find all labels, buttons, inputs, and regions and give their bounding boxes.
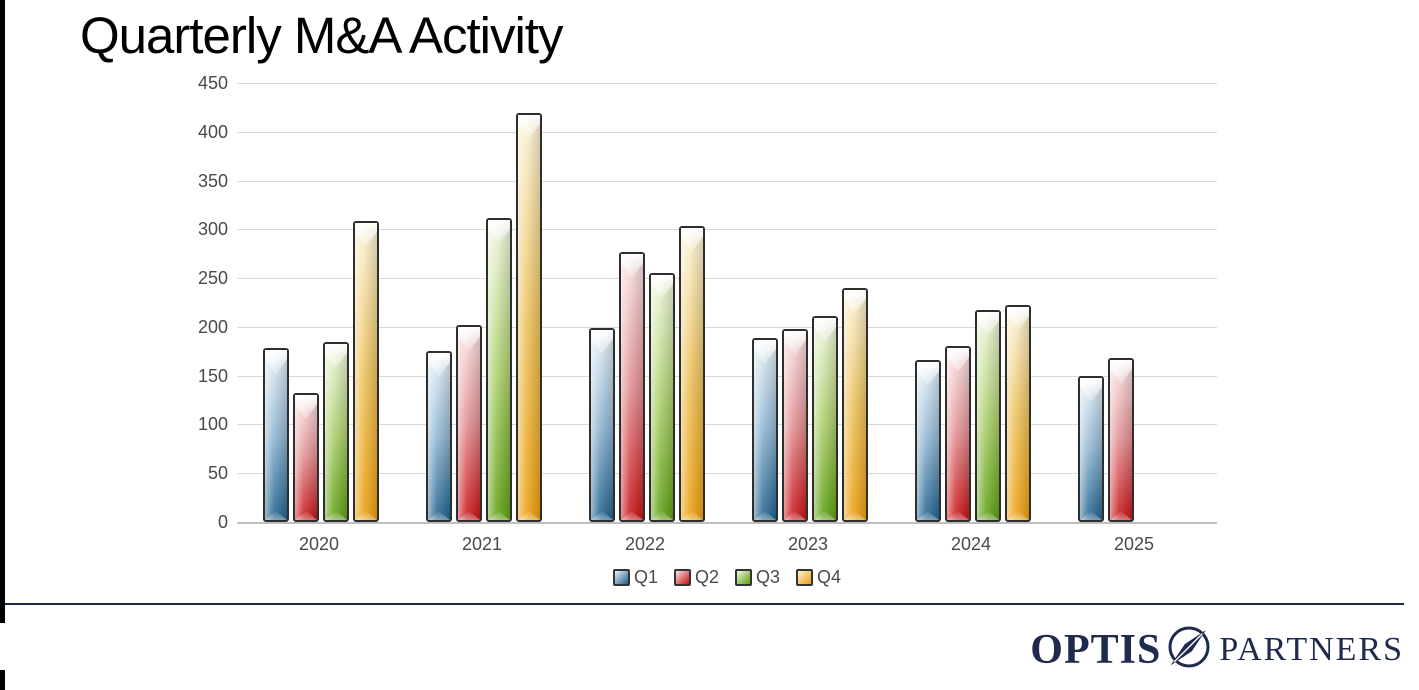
y-axis-tick-label: 350: [197, 170, 228, 191]
y-axis-tick-label: 200: [197, 316, 228, 337]
bar-q2-2024: [945, 346, 971, 522]
x-axis-tick-label: 2024: [950, 534, 992, 554]
gridline: [237, 83, 1217, 84]
bar-q4-2023: [842, 288, 868, 522]
y-axis-tick-label: 0: [217, 512, 228, 532]
legend: Q1 Q2 Q3 Q4: [237, 565, 1217, 589]
y-axis-tick-label: 150: [197, 365, 228, 386]
gridline: [237, 131, 1217, 133]
bar-q1-2023: [752, 338, 778, 522]
bar-q4-2020: [353, 221, 379, 522]
bar-q2-2020: [293, 393, 319, 522]
gridline: [237, 375, 1217, 377]
bar-q4-2022: [679, 226, 705, 522]
x-axis-tick-label: 2020: [298, 534, 340, 554]
bar-q2-2023: [782, 329, 808, 522]
left-frame-edge-top: [0, 0, 5, 623]
gridline: [237, 229, 1217, 231]
gridline: [237, 180, 1217, 182]
plot-area: [237, 83, 1217, 524]
bar-q4-2021: [516, 113, 542, 522]
divider-line: [5, 603, 1404, 605]
bar-q4-2024: [1005, 305, 1031, 522]
gridline: [237, 424, 1217, 426]
legend-swatch-q2: [673, 568, 691, 586]
legend-swatch-q1: [612, 568, 630, 586]
chart-title: Quarterly M&A Activity: [80, 7, 563, 64]
x-axis-labels: 2020 2021 2022 2023 2024 2025: [237, 534, 1217, 558]
bar-q2-2025: [1108, 358, 1134, 522]
logo-text-partners: PARTNERS: [1219, 631, 1404, 668]
x-axis-tick-label: 2022: [624, 534, 666, 554]
y-axis-tick-label: 250: [197, 268, 228, 289]
bar-q1-2021: [426, 351, 452, 522]
legend-label: Q3: [756, 566, 781, 587]
y-axis-tick-label: 100: [197, 414, 228, 435]
compass-needle-icon: [1163, 620, 1215, 681]
gridline: [237, 326, 1217, 328]
legend-item-q2: Q2: [673, 566, 719, 588]
gridline: [237, 473, 1217, 475]
bar-q1-2022: [589, 328, 615, 522]
legend-label: Q1: [633, 566, 658, 587]
bar-q3-2021: [486, 218, 512, 522]
optis-partners-logo: OPTIS PARTNERS: [1030, 618, 1404, 682]
x-axis-tick-label: 2023: [787, 534, 829, 554]
bar-q1-2020: [263, 348, 289, 522]
legend-swatch-q3: [735, 568, 752, 586]
logo-text-optis: OPTIS: [1030, 627, 1162, 673]
bar-q1-2025: [1078, 376, 1104, 522]
left-frame-edge-bottom: [0, 670, 5, 690]
x-axis-tick-label: 2025: [1113, 534, 1155, 554]
y-axis-labels: 0 50 100 150 200 250 300 350 400 450: [140, 73, 228, 532]
legend-item-q1: Q1: [612, 566, 658, 588]
legend-label: Q4: [817, 566, 842, 587]
legend-item-q3: Q3: [735, 567, 780, 588]
legend-swatch-q4: [796, 568, 814, 586]
gridline: [237, 522, 1217, 524]
bar-q2-2022: [619, 252, 645, 522]
y-axis-tick-label: 400: [197, 121, 228, 142]
legend-label: Q2: [694, 566, 719, 587]
bar-q3-2023: [812, 316, 838, 522]
gridline: [237, 278, 1217, 280]
bar-q3-2022: [649, 273, 675, 522]
bar-q2-2021: [456, 325, 482, 522]
y-axis-tick-label: 450: [197, 73, 228, 93]
x-axis-tick-label: 2021: [461, 534, 503, 554]
bar-q3-2020: [323, 342, 349, 522]
bar-q1-2024: [915, 360, 941, 522]
bar-q3-2024: [975, 310, 1001, 522]
y-axis-tick-label: 50: [207, 463, 228, 484]
y-axis-tick-label: 300: [197, 219, 228, 240]
legend-item-q4: Q4: [796, 567, 841, 588]
